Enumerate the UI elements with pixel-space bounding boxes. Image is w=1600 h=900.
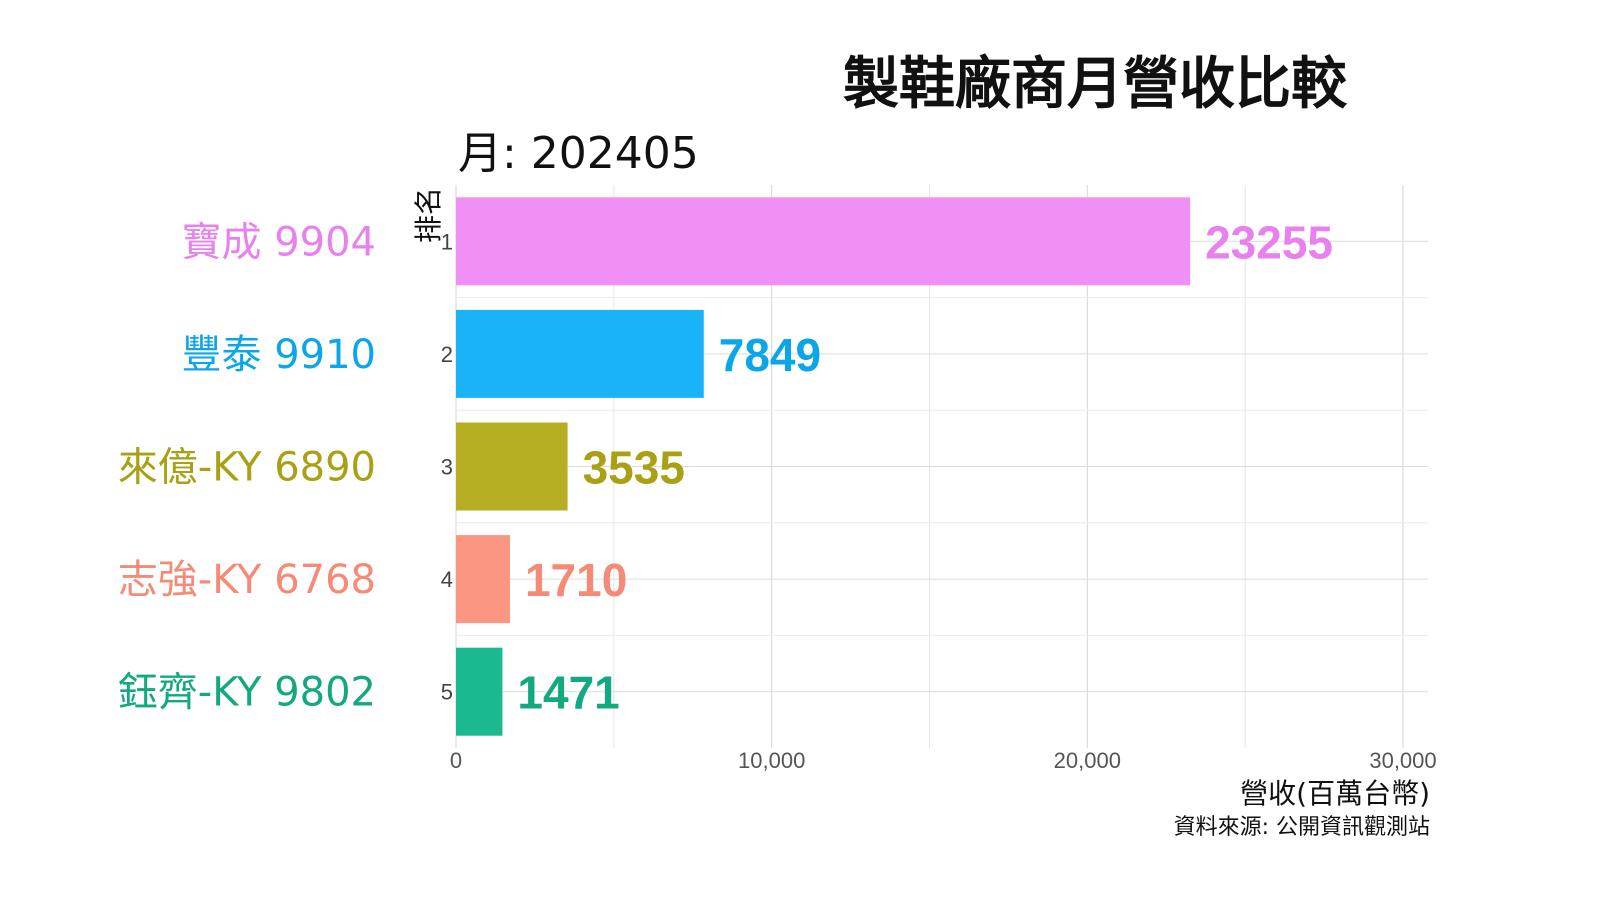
chart-title: 製鞋廠商月營收比較 <box>843 52 1348 117</box>
rank-tick-label: 4 <box>441 567 453 592</box>
rank-tick-label: 3 <box>441 455 453 480</box>
bar <box>456 309 704 398</box>
company-label: 鈺齊-KY 9802 <box>118 670 376 716</box>
bar-value-label: 7849 <box>719 329 821 381</box>
x-tick-label: 20,000 <box>1054 748 1121 773</box>
bar-value-label: 23255 <box>1205 216 1333 268</box>
x-axis-title: 營收(百萬台幣) <box>1240 777 1430 810</box>
x-tick-label: 10,000 <box>738 748 805 773</box>
company-label: 寶成 9904 <box>181 219 376 265</box>
bar-value-label: 1710 <box>525 554 627 606</box>
y-axis-title: 排名 <box>413 187 444 243</box>
x-tick-label: 0 <box>450 748 462 773</box>
bar-value-label: 1471 <box>517 667 619 719</box>
company-label: 志強-KY 6768 <box>118 557 376 603</box>
rank-tick-label: 5 <box>441 680 453 705</box>
bar <box>456 647 503 736</box>
company-label: 來億-KY 6890 <box>118 445 376 491</box>
chart-subtitle: 月: 202405 <box>458 128 699 179</box>
rank-tick-label: 2 <box>441 342 453 367</box>
rank-tick-label: 1 <box>441 229 453 254</box>
company-label: 豐泰 9910 <box>181 332 376 378</box>
bar <box>456 197 1191 286</box>
bar <box>456 422 568 511</box>
bar-value-label: 3535 <box>583 442 685 494</box>
bar <box>456 535 510 624</box>
x-tick-label: 30,000 <box>1369 748 1436 773</box>
caption: 資料來源: 公開資訊觀測站 <box>1174 815 1430 840</box>
